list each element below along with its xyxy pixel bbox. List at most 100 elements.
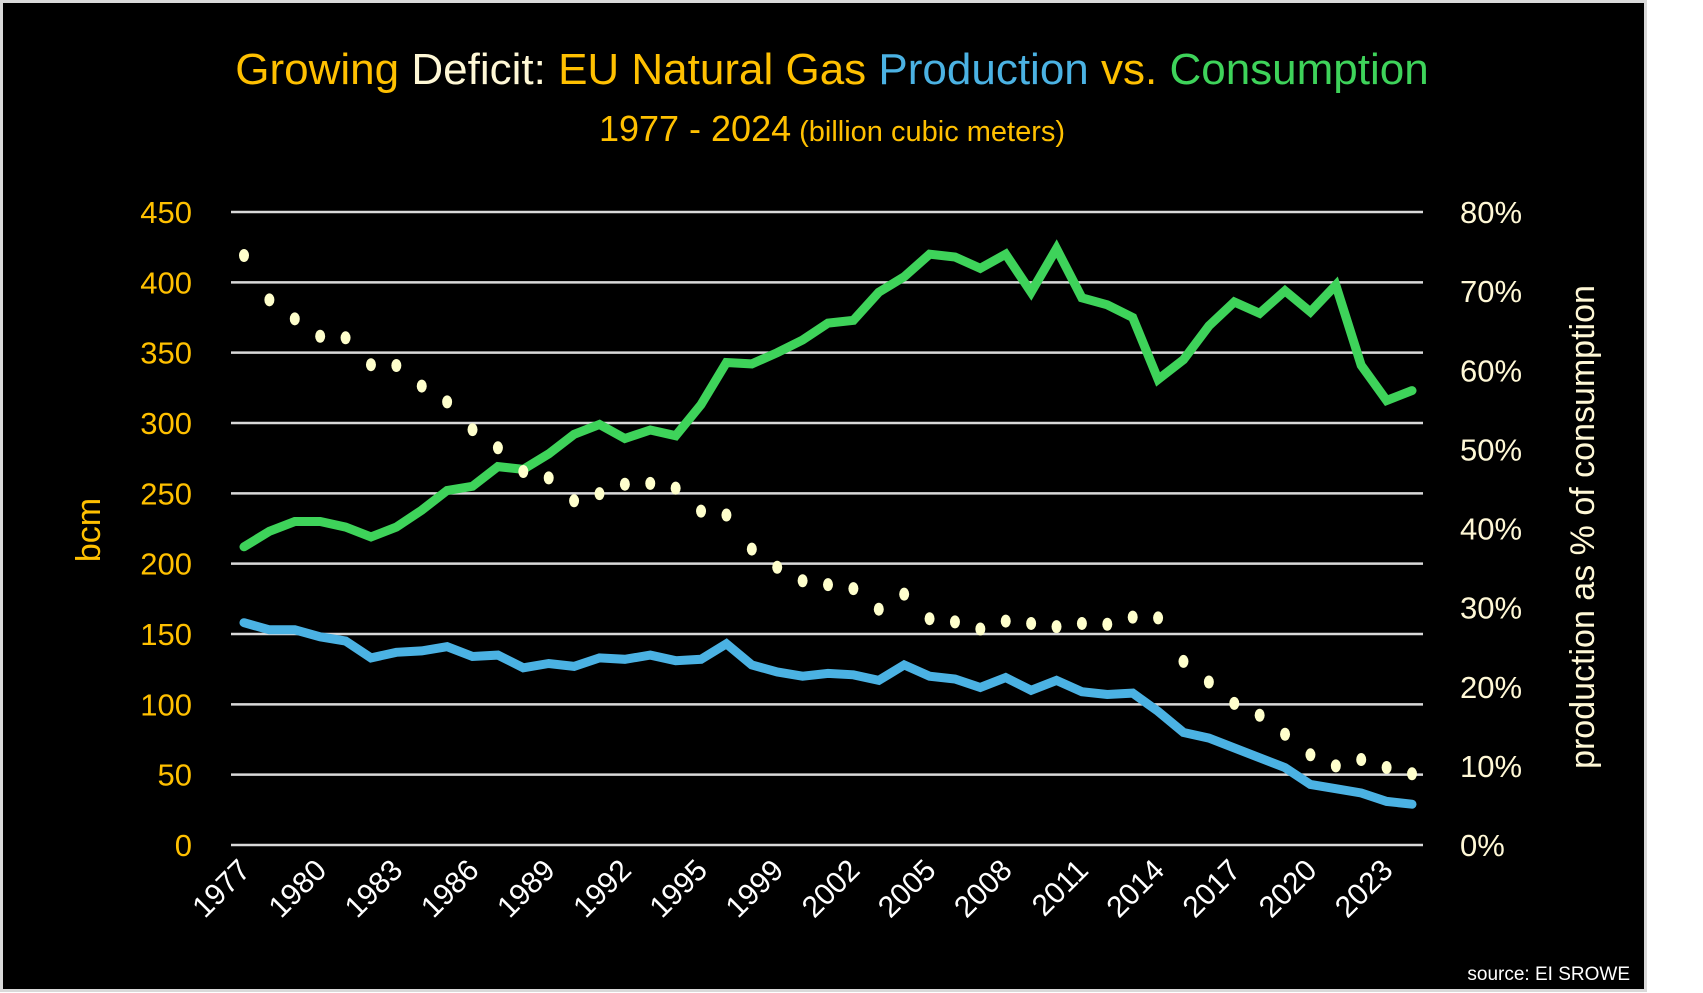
title-part-growing: Growing [235,45,411,94]
pct-point [1153,611,1164,625]
source-note: source: EI SROWE [1467,964,1630,985]
x-tick-label: 2023 [1329,854,1400,925]
pct-point [1381,760,1392,774]
title-part-production: Production [878,45,1088,94]
x-tick-label: 2011 [1026,854,1095,923]
production-line [239,618,1417,809]
title-part-vs: vs. [1089,45,1170,94]
pct-point [1026,616,1037,630]
x-tick-label: 2014 [1101,854,1172,925]
pct-point [1305,748,1316,762]
title-part-consumption: Consumption [1169,45,1428,94]
pct-point [696,504,707,518]
pct-point [772,560,783,574]
pct-point [1280,727,1291,741]
consumption-line [239,239,1417,552]
y-tick-label: 450 [140,195,192,230]
y2-tick-label: 20% [1460,670,1522,705]
y-tick-label: 400 [140,265,192,300]
x-tick-label: 2005 [872,854,943,925]
y2-axis-label: production as % of consumption [1564,285,1602,769]
pct-point [416,379,427,393]
pct-point [645,476,656,490]
pct-point [1051,620,1062,634]
y2-tick-label: 70% [1460,274,1522,309]
y-tick-label: 50 [158,758,192,793]
x-tick-label: 1983 [339,854,410,925]
pct-point [1229,696,1240,710]
pct-point [1127,610,1138,624]
y-tick-label: 150 [140,617,192,652]
chart-title: Growing Deficit: EU Natural Gas Producti… [235,45,1428,94]
y2-tick-label: 10% [1460,749,1522,784]
pct-point [365,358,376,372]
pct-point [1330,759,1341,773]
series-consumption [239,239,1417,552]
pct-point [721,508,732,522]
pct-point [1407,767,1417,781]
y-tick-label: 200 [140,547,192,582]
pct-point [949,615,960,629]
subtitle-unit: (billion cubic meters) [799,116,1065,148]
pct-point [619,477,630,491]
x-tick-label: 2020 [1253,854,1324,925]
pct-point [1178,654,1189,668]
x-tick-label: 1986 [415,854,486,925]
pct-point [1102,617,1113,631]
chart-frame [0,0,1647,992]
pct-point [315,329,326,343]
pct-point [899,587,910,601]
pct-point [239,249,249,263]
pct-point [848,582,859,596]
pct-point [518,465,529,479]
pct-point [670,481,681,495]
title-part-deficit: Deficit: [411,45,558,94]
pct-point [873,602,884,616]
y-tick-label: 250 [140,476,192,511]
pct-point [1203,675,1214,689]
y-tick-label: 100 [140,687,192,722]
x-tick-label: 2017 [1177,854,1248,925]
pct-point [340,331,351,345]
subtitle-years: 1977 - 2024 [599,108,791,149]
chart-subtitle: 1977 - 2024 (billion cubic meters) [599,108,1065,149]
pct-point [1254,708,1265,722]
pct-point [797,574,808,588]
title-part-eu-gas: EU Natural Gas [558,45,878,94]
y-axis-label: bcm [70,498,108,562]
pct-point [1076,616,1087,630]
pct-point [492,441,503,455]
pct-point [594,487,605,501]
pct-point [264,293,275,307]
x-tick-label: 1980 [263,854,334,925]
pct-point [442,395,453,409]
pct-point [746,542,757,556]
y2-tick-label: 50% [1460,432,1522,467]
y2-tick-label: 40% [1460,512,1522,547]
x-tick-label: 1977 [186,854,257,925]
x-tick-label: 1992 [567,854,638,925]
pct-point [1356,753,1367,767]
y2-tick-label: 80% [1460,195,1522,230]
y-tick-label: 300 [140,406,192,441]
x-tick-label: 2002 [796,854,867,925]
y2-tick-label: 0% [1460,828,1505,863]
series-production-as-of-consumption [239,249,1417,781]
pct-point [1000,614,1011,628]
pct-point [975,622,986,636]
x-tick-label: 1995 [643,854,714,925]
pct-point [391,359,402,373]
y2-tick-label: 30% [1460,591,1522,626]
pct-point [569,494,580,508]
y-tick-label: 0 [175,828,192,863]
series-production [239,618,1417,809]
y-tick-label: 350 [140,336,192,371]
x-tick-label: 1989 [491,854,562,925]
x-tick-label: 1999 [720,854,791,925]
x-tick-label: 2008 [948,854,1019,925]
pct-point [823,578,833,592]
pct-point [543,471,554,485]
y2-tick-label: 60% [1460,353,1522,388]
pct-point [467,423,478,437]
